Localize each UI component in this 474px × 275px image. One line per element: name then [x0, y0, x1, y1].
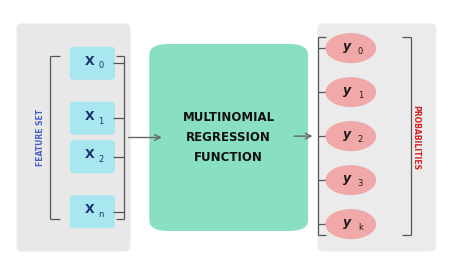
- Text: 1: 1: [357, 91, 363, 100]
- Text: k: k: [358, 223, 363, 232]
- Circle shape: [326, 78, 375, 106]
- FancyBboxPatch shape: [70, 140, 115, 173]
- Text: 2: 2: [357, 135, 363, 144]
- Text: y: y: [343, 216, 352, 229]
- Text: MULTINOMIAL
REGRESSION
FUNCTION: MULTINOMIAL REGRESSION FUNCTION: [182, 111, 275, 164]
- Text: 0: 0: [357, 47, 363, 56]
- Circle shape: [326, 34, 375, 62]
- Text: y: y: [343, 128, 352, 141]
- FancyBboxPatch shape: [318, 23, 436, 252]
- Text: y: y: [343, 84, 352, 97]
- FancyBboxPatch shape: [70, 102, 115, 135]
- FancyBboxPatch shape: [17, 23, 130, 252]
- Text: X: X: [84, 54, 94, 68]
- FancyBboxPatch shape: [149, 44, 308, 231]
- Text: PROBABILITIES: PROBABILITIES: [411, 105, 420, 170]
- Text: X: X: [84, 203, 94, 216]
- Text: y: y: [343, 172, 352, 185]
- Text: 3: 3: [357, 179, 363, 188]
- Text: y: y: [343, 40, 352, 53]
- Text: FEATURE SET: FEATURE SET: [36, 109, 45, 166]
- FancyBboxPatch shape: [70, 47, 115, 80]
- Circle shape: [326, 122, 375, 150]
- Text: 0: 0: [98, 62, 104, 70]
- Circle shape: [326, 166, 375, 194]
- Text: 1: 1: [98, 117, 104, 125]
- FancyBboxPatch shape: [70, 195, 115, 228]
- Text: X: X: [84, 109, 94, 123]
- Circle shape: [326, 210, 375, 238]
- Text: n: n: [98, 210, 104, 219]
- Text: 2: 2: [98, 155, 104, 164]
- Text: X: X: [84, 148, 94, 161]
